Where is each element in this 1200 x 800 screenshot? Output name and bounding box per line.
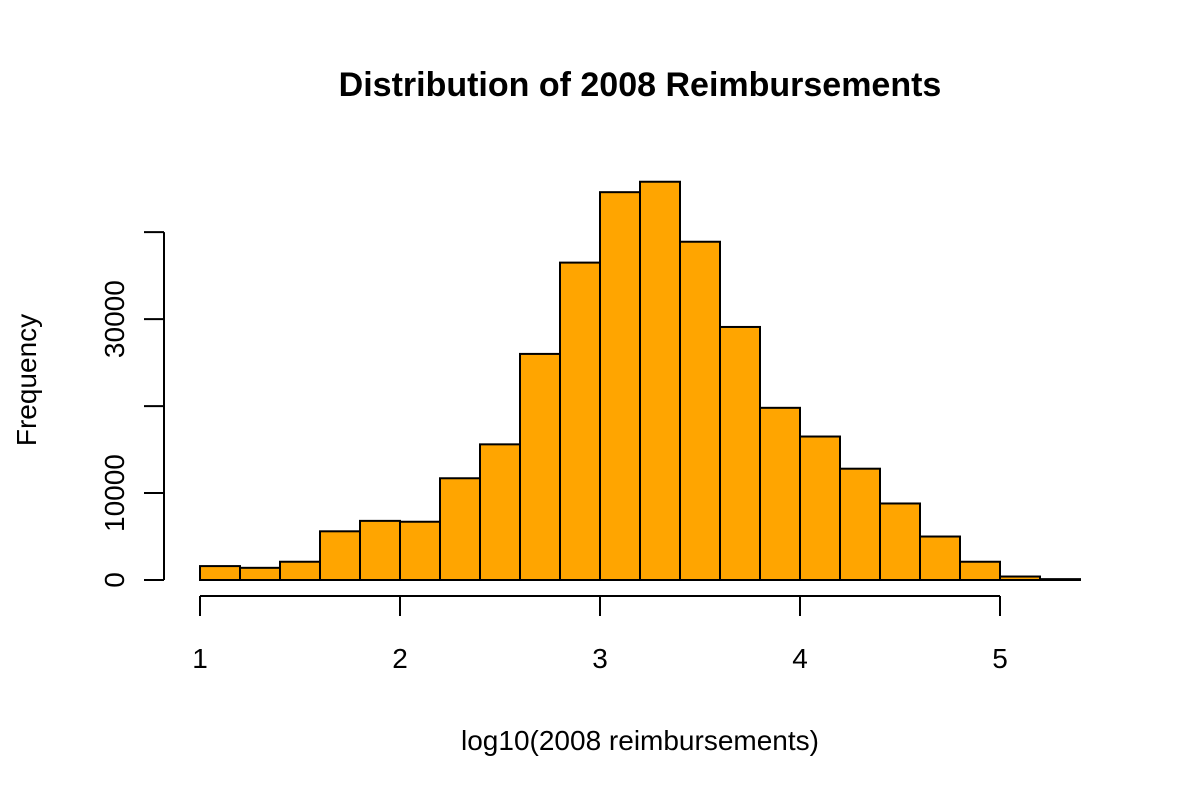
y-axis-label: Frequency	[11, 314, 42, 446]
histogram-bar	[559, 261, 601, 581]
histogram-bar	[239, 566, 281, 582]
histogram-bar	[1039, 578, 1081, 581]
x-axis-label: log10(2008 reimbursements)	[461, 725, 819, 756]
x-tick-label: 3	[592, 643, 608, 674]
chart-title: Distribution of 2008 Reimbursements	[339, 66, 942, 104]
histogram-bar	[279, 560, 321, 582]
x-tick-label: 4	[792, 643, 808, 674]
y-tick-label: 0	[99, 572, 130, 588]
histogram-bar	[479, 443, 521, 582]
histogram-bar	[319, 530, 361, 581]
histogram-bar	[799, 435, 841, 581]
histogram-bar	[519, 352, 561, 582]
x-tick-label: 5	[992, 643, 1008, 674]
histogram-bar	[399, 520, 441, 582]
bars-group	[199, 180, 1081, 582]
histogram-bar	[959, 560, 1001, 582]
y-axis: 0 10000 30000	[99, 231, 165, 588]
histogram-bar	[359, 519, 401, 582]
histogram-bar	[839, 467, 881, 581]
x-tick-label: 2	[392, 643, 408, 674]
x-axis: 1 2 3 4 5	[192, 595, 1008, 674]
histogram-bar	[639, 180, 681, 581]
y-tick-label: 30000	[99, 280, 130, 358]
histogram-bar	[879, 502, 921, 582]
histogram-bar	[919, 535, 961, 581]
histogram-bar	[999, 575, 1041, 581]
histogram-bar	[199, 565, 241, 582]
histogram-bar	[599, 191, 641, 581]
histogram-bar	[719, 325, 761, 581]
histogram-bar	[439, 477, 481, 581]
x-tick-label: 1	[192, 643, 208, 674]
histogram-bar	[679, 240, 721, 581]
y-tick-label: 10000	[99, 454, 130, 532]
histogram-bar	[759, 406, 801, 581]
